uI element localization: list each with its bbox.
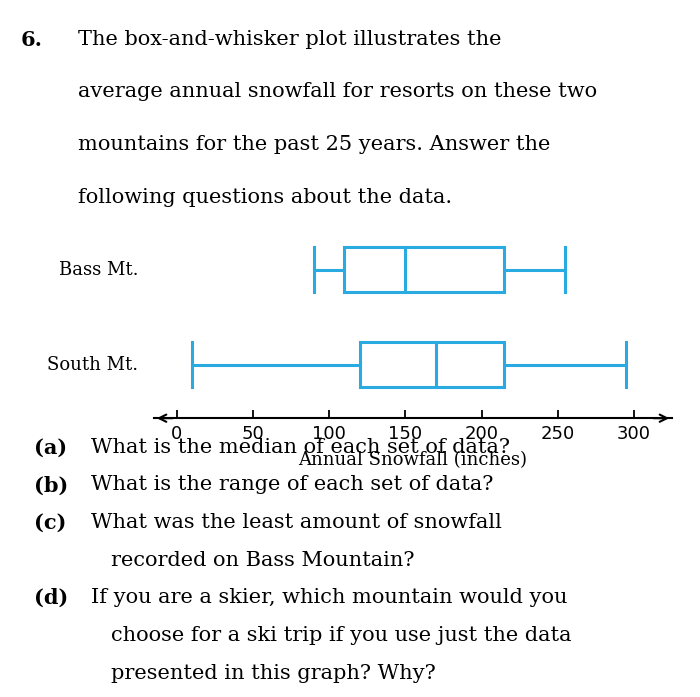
Text: average annual snowfall for resorts on these two: average annual snowfall for resorts on t… [78,82,597,101]
Text: (d): (d) [34,588,69,608]
Text: (c): (c) [34,513,66,533]
Text: If you are a skier, which mountain would you: If you are a skier, which mountain would… [91,588,568,607]
Text: What was the least amount of snowfall: What was the least amount of snowfall [91,513,502,532]
Bar [360,342,505,388]
Text: recorded on Bass Mountain?: recorded on Bass Mountain? [111,551,415,569]
Text: Bass Mt.: Bass Mt. [59,261,139,279]
Text: (b): (b) [34,475,69,496]
Text: presented in this graph? Why?: presented in this graph? Why? [111,664,436,682]
Text: (a): (a) [34,438,67,458]
Text: following questions about the data.: following questions about the data. [78,187,452,206]
Text: The box-and-whisker plot illustrates the: The box-and-whisker plot illustrates the [78,29,501,49]
Text: What is the range of each set of data?: What is the range of each set of data? [91,475,493,494]
Text: mountains for the past 25 years. Answer the: mountains for the past 25 years. Answer … [78,135,550,154]
X-axis label: Annual Snowfall (inches): Annual Snowfall (inches) [298,452,528,470]
Text: 6.: 6. [21,29,43,49]
Text: choose for a ski trip if you use just the data: choose for a ski trip if you use just th… [111,626,572,645]
Text: What is the median of each set of data?: What is the median of each set of data? [91,438,510,457]
Bar [344,247,505,292]
Text: South Mt.: South Mt. [48,355,139,374]
